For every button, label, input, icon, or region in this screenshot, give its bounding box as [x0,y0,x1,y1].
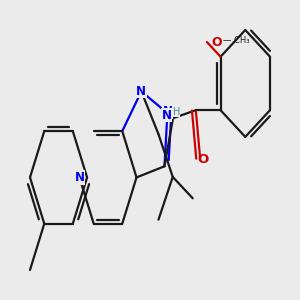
Text: O: O [197,153,208,166]
Text: — CH₃: — CH₃ [224,36,250,45]
Text: N: N [74,171,84,184]
Text: N: N [162,105,172,118]
Text: N: N [136,85,146,98]
Text: H: H [173,106,180,117]
Text: N: N [161,109,171,122]
Text: O: O [212,35,222,49]
